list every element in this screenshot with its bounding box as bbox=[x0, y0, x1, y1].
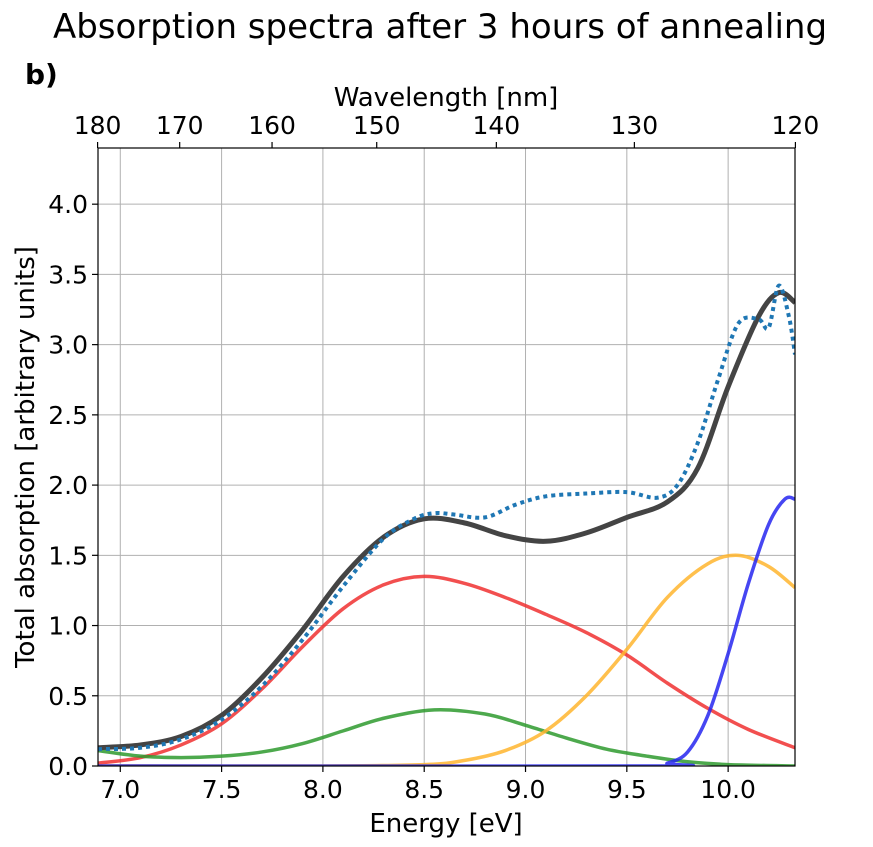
series-line-green-component bbox=[98, 707, 795, 766]
x2-tick-label: 130 bbox=[611, 111, 659, 140]
y-tick-label: 3.0 bbox=[48, 331, 88, 360]
x-tick-label: 9.5 bbox=[607, 775, 647, 804]
x-tick-label: 10.0 bbox=[700, 775, 756, 804]
panel-label: b) bbox=[25, 58, 58, 91]
x2-tick-label: 170 bbox=[156, 111, 204, 140]
x2-tick-label: 120 bbox=[772, 111, 820, 140]
series-line-blue-component bbox=[98, 495, 795, 766]
y-tick-label: 1.5 bbox=[48, 541, 88, 570]
x2-tick-label: 160 bbox=[248, 111, 296, 140]
y-tick-label: 1.0 bbox=[48, 612, 88, 641]
x-tick-label: 9.0 bbox=[506, 775, 546, 804]
x-tick-label: 7.5 bbox=[202, 775, 242, 804]
x2-tick-label: 180 bbox=[74, 111, 122, 140]
plot-frame bbox=[97, 147, 796, 767]
y-tick-label: 0.0 bbox=[48, 752, 88, 781]
x-tick-label: 7.0 bbox=[100, 775, 140, 804]
tick-marks: 7.0 7.5 8.0 8.5 9.0 9.5 10.0 0.0 0.5 1.0 1.5 2.0 2.5… bbox=[48, 111, 819, 804]
series-group bbox=[98, 283, 795, 766]
chart-title: Absorption spectra after 3 hours of anne… bbox=[53, 7, 827, 47]
y-tick-label: 3.5 bbox=[48, 260, 88, 289]
series-line-measured bbox=[98, 283, 795, 752]
grid bbox=[98, 148, 795, 766]
x-axis-label: Energy [eV] bbox=[369, 809, 522, 839]
x2-tick-label: 140 bbox=[472, 111, 520, 140]
x-tick-label: 8.5 bbox=[404, 775, 444, 804]
y-axis-label: Total absorption [arbitrary units] bbox=[11, 246, 41, 669]
series-line-total-fit bbox=[98, 289, 795, 751]
x2-tick-label: 150 bbox=[353, 111, 401, 140]
series-line-red-component bbox=[98, 574, 795, 765]
y-tick-label: 0.5 bbox=[48, 682, 88, 711]
x-tick-label: 8.0 bbox=[303, 775, 343, 804]
y-tick-label: 2.5 bbox=[48, 401, 88, 430]
x2-axis-label: Wavelength [nm] bbox=[334, 83, 559, 113]
y-tick-label: 4.0 bbox=[48, 190, 88, 219]
y-tick-label: 2.0 bbox=[48, 471, 88, 500]
